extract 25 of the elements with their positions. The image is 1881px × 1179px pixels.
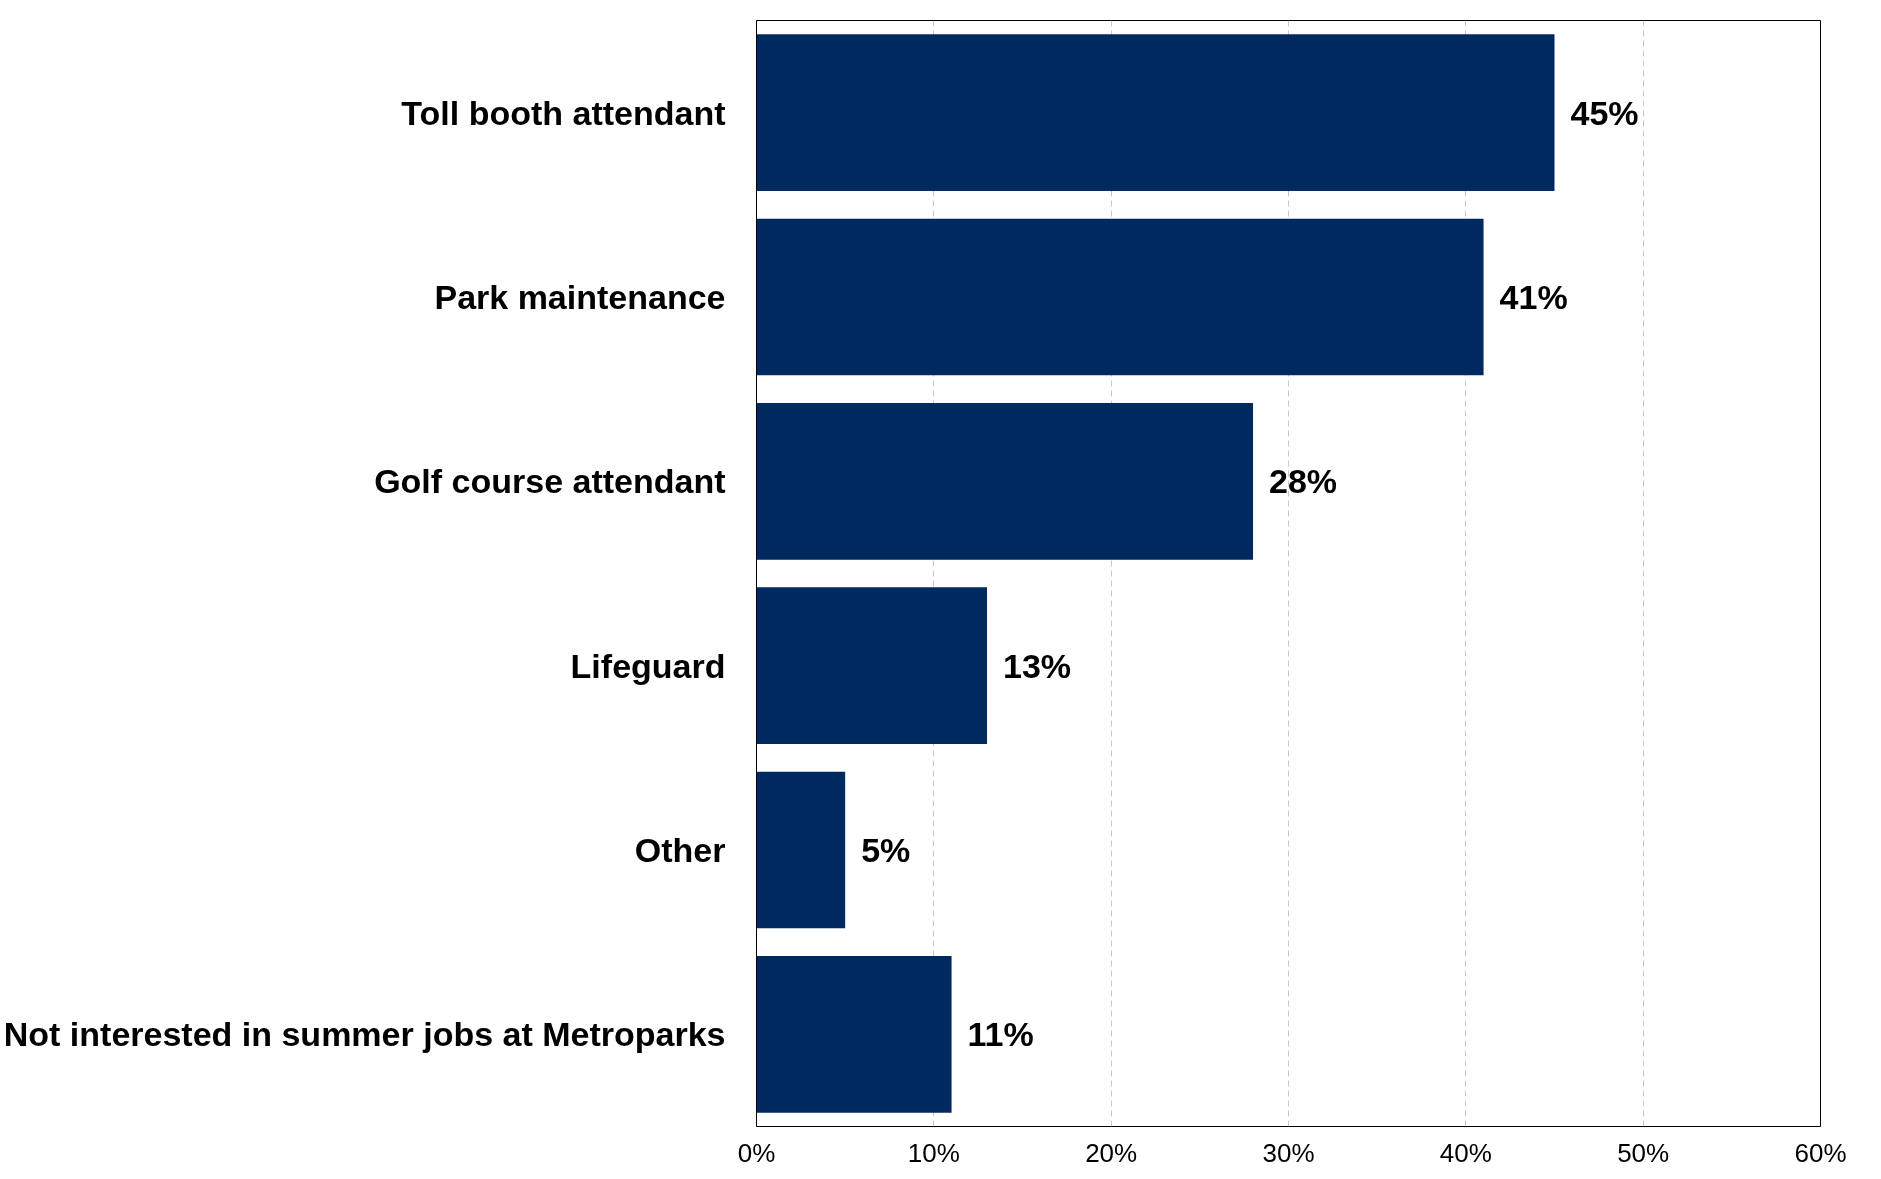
x-tick-label: 30% xyxy=(1262,1137,1315,1168)
bar xyxy=(756,771,846,929)
y-tick-label: Lifeguard xyxy=(570,646,726,685)
data-label: 41% xyxy=(1499,278,1568,316)
x-tick-label: 40% xyxy=(1439,1137,1492,1168)
x-tick-label: 60% xyxy=(1794,1137,1847,1168)
x-tick-label: 20% xyxy=(1085,1137,1138,1168)
data-label: 5% xyxy=(861,831,911,869)
y-tick-label: Toll booth attendant xyxy=(401,93,726,132)
data-label: 13% xyxy=(1003,646,1072,685)
data-label: 45% xyxy=(1570,93,1639,132)
bar xyxy=(756,402,1254,560)
bar xyxy=(756,34,1555,192)
data-label: 28% xyxy=(1269,462,1338,501)
x-tick-label: 50% xyxy=(1617,1137,1670,1168)
data-label: 11% xyxy=(967,1015,1034,1054)
y-tick-label: Not interested in summer jobs at Metroparks xyxy=(3,1015,726,1054)
bar xyxy=(756,218,1484,376)
y-tick-label: Park maintenance xyxy=(434,278,726,316)
bar xyxy=(756,587,988,745)
x-tick-label: 0% xyxy=(737,1137,776,1168)
y-tick-label: Golf course attendant xyxy=(374,462,726,501)
y-tick-label: Other xyxy=(634,831,726,869)
x-tick-label: 10% xyxy=(907,1137,960,1168)
bar xyxy=(756,955,952,1113)
